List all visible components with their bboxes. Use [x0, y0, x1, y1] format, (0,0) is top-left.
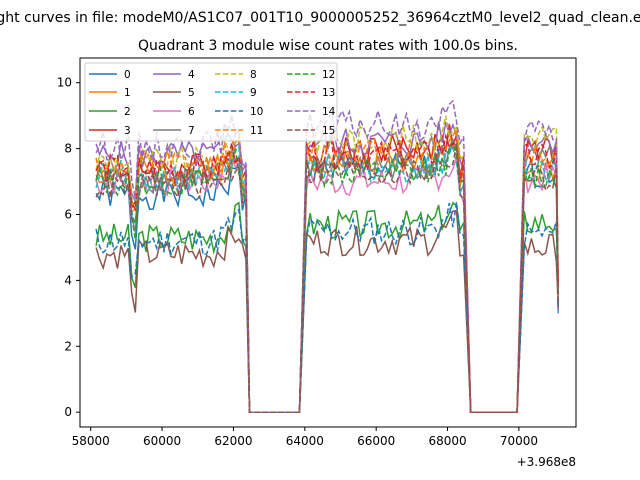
x-axis: 58000 60000 62000 64000 66000 68000 70000: [72, 427, 538, 448]
legend-label-2: 2: [124, 106, 131, 118]
series-line-11: [95, 126, 559, 413]
legend-box: [84, 62, 338, 142]
y-tick-label: 6: [64, 207, 72, 221]
legend-label-10: 10: [250, 106, 263, 118]
legend-label-15: 15: [322, 125, 335, 137]
legend-label-6: 6: [188, 106, 195, 118]
y-axis: 0 2 4 6 8 10: [57, 76, 80, 419]
legend-label-1: 1: [124, 87, 131, 99]
series-line-15: [95, 143, 559, 413]
legend-label-4: 4: [188, 69, 195, 81]
x-tick-label: 60000: [143, 434, 181, 448]
y-tick-label: 0: [64, 405, 72, 419]
legend-label-13: 13: [322, 87, 335, 99]
series-line-5: [95, 210, 559, 413]
legend-label-8: 8: [250, 69, 257, 81]
legend-label-12: 12: [322, 69, 335, 81]
y-tick-label: 2: [64, 339, 72, 353]
series-line-10: [95, 202, 559, 413]
axes-frame: [79, 57, 577, 428]
chart-title: Quadrant 3 module wise count rates with …: [138, 38, 518, 54]
legend-label-7: 7: [188, 125, 195, 137]
figure-suptitle: Light curves in file: modeM0/AS1C07_001T…: [0, 10, 640, 26]
x-tick-label: 58000: [72, 434, 110, 448]
legend-label-11: 11: [250, 125, 263, 137]
x-tick-label: 66000: [357, 434, 395, 448]
series-line-8: [95, 115, 559, 413]
series-line-7: [95, 138, 559, 413]
series-line-12: [95, 141, 559, 413]
x-tick-label: 68000: [428, 434, 466, 448]
x-tick-label: 62000: [214, 434, 252, 448]
y-tick-label: 8: [64, 142, 72, 156]
series-line-2: [95, 201, 559, 413]
y-tick-label: 10: [57, 76, 72, 90]
x-tick-label: 70000: [500, 434, 538, 448]
legend-label-14: 14: [322, 106, 336, 118]
legend-label-0: 0: [124, 69, 131, 81]
legend-label-9: 9: [250, 87, 257, 99]
legend-label-3: 3: [124, 125, 131, 137]
y-tick-label: 4: [64, 273, 72, 287]
series-line-9: [95, 145, 559, 413]
x-tick-label: 64000: [286, 434, 324, 448]
legend-label-5: 5: [188, 87, 195, 99]
x-offset-label: +3.968e8: [517, 455, 576, 469]
